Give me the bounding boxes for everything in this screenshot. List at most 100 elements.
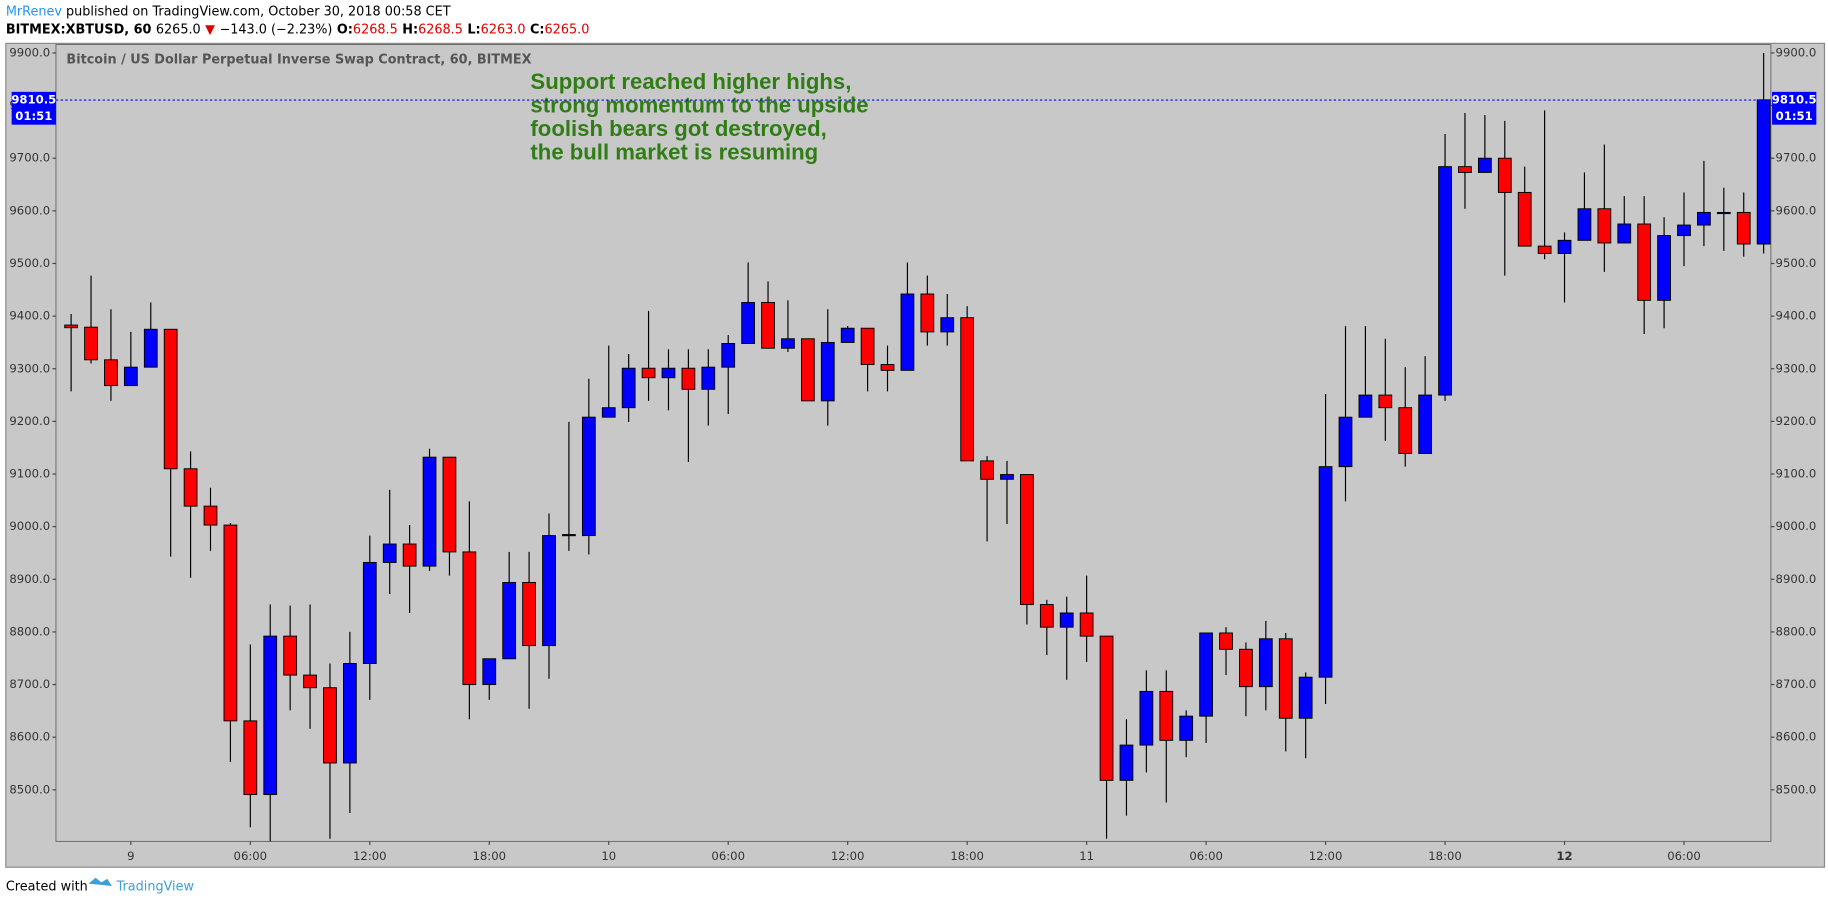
annotation-line: the bull market is resuming <box>530 139 818 164</box>
candle-body <box>1278 638 1293 719</box>
candle-body <box>1398 407 1413 454</box>
candle-body <box>960 317 975 462</box>
annotation-line: Support reached higher highs, <box>530 69 851 94</box>
candle-body <box>1438 166 1452 396</box>
y-tick-label: 9600.0 <box>1776 203 1817 217</box>
y-tick-label: 9200.0 <box>9 414 50 428</box>
x-tick-label: 12:00 <box>1309 849 1343 863</box>
candle-body <box>104 359 118 387</box>
candle-body <box>283 635 298 676</box>
candle-body <box>263 635 278 796</box>
candle-body <box>303 674 317 689</box>
candle-body <box>362 561 377 664</box>
candle-body <box>1537 245 1552 254</box>
candle-body <box>1677 224 1691 237</box>
candle-body <box>641 367 656 379</box>
author[interactable]: MrRenev <box>6 4 63 19</box>
candle-body <box>860 327 875 366</box>
y-tick-label: 8700.0 <box>9 677 50 691</box>
x-tick-label: 18:00 <box>472 849 506 863</box>
candle-body <box>123 366 138 387</box>
candle-body <box>800 338 815 402</box>
candle-body <box>900 293 915 371</box>
countdown-label: 01:51 <box>1776 109 1813 123</box>
candle-body <box>1020 474 1034 606</box>
footer-created: Created with <box>6 880 88 895</box>
candle-body <box>64 324 78 329</box>
candle-body <box>701 366 716 390</box>
y-tick-label: 9300.0 <box>1776 361 1817 375</box>
y-tick-label: 8600.0 <box>1776 730 1817 744</box>
candle-body <box>1497 157 1512 193</box>
y-tick-label: 9300.0 <box>9 361 50 375</box>
x-tick-label: 06:00 <box>711 849 745 863</box>
y-tick-label: 9500.0 <box>9 256 50 270</box>
last-price-label: 9810.5 <box>11 93 56 107</box>
candle-body <box>163 328 178 470</box>
candle-body <box>1059 612 1074 628</box>
o-label: O: <box>337 22 353 37</box>
candle-body <box>1617 223 1632 244</box>
y-tick-label: 9100.0 <box>1776 467 1817 481</box>
annotation-line: foolish bears got destroyed, <box>530 116 826 141</box>
candle-body <box>462 551 477 686</box>
candle-body <box>482 658 497 686</box>
candle-body <box>1756 99 1771 245</box>
candle-body <box>1039 604 1054 628</box>
candle-body <box>1258 638 1273 688</box>
candle-body <box>1219 632 1233 650</box>
y-tick-label: 8700.0 <box>1776 677 1817 691</box>
candle-body <box>143 328 158 368</box>
candle-body <box>422 456 437 567</box>
x-tick-label: 18:00 <box>1428 849 1462 863</box>
candle-body <box>243 720 258 796</box>
candle-body <box>880 364 895 371</box>
x-tick-label: 06:00 <box>1189 849 1223 863</box>
y-tick-label: 9100.0 <box>9 467 50 481</box>
y-tick-label: 8500.0 <box>1776 782 1817 796</box>
candle-body <box>661 367 676 379</box>
candle-body <box>1199 632 1213 717</box>
y-tick-label: 9200.0 <box>1776 414 1817 428</box>
candle-body <box>840 327 855 343</box>
published: published on TradingView.com, October 30… <box>66 4 451 19</box>
candle-body <box>1159 690 1174 741</box>
candle-body <box>1477 157 1492 173</box>
x-tick-label: 11 <box>1079 849 1094 863</box>
y-tick-label: 9900.0 <box>9 45 50 59</box>
candle-body <box>1079 612 1094 637</box>
annotation-line: strong momentum to the upside <box>530 92 868 117</box>
candle-body <box>1517 191 1532 247</box>
x-tick-label: 12:00 <box>353 849 387 863</box>
candle-body <box>1418 394 1433 454</box>
candle-body <box>1358 394 1373 418</box>
candle-body <box>1577 208 1592 241</box>
candle-body <box>183 468 198 507</box>
candle-body <box>940 317 955 333</box>
x-tick-label: 12:00 <box>831 849 865 863</box>
y-tick-label: 8800.0 <box>9 624 50 638</box>
candle-body <box>1318 466 1333 678</box>
l-label: L: <box>467 22 480 37</box>
candle-body <box>542 535 556 647</box>
y-tick-label: 9400.0 <box>9 309 50 323</box>
y-tick-label: 8900.0 <box>1776 572 1817 586</box>
candle-body <box>1179 715 1194 741</box>
candle-body <box>601 407 616 418</box>
footer-brand[interactable]: TradingView <box>116 880 194 895</box>
arrow: ▼ <box>205 22 215 37</box>
candle-body <box>203 505 218 526</box>
candle-body <box>741 301 756 344</box>
candle-body <box>502 581 517 660</box>
y-tick-label: 9400.0 <box>1776 309 1817 323</box>
price: 6265.0 <box>156 22 201 37</box>
y-tick-label: 8500.0 <box>9 782 50 796</box>
candle-body <box>1597 208 1612 244</box>
x-tick-label: 10 <box>601 849 616 863</box>
y-tick-label: 8900.0 <box>9 572 50 586</box>
candle-body <box>1099 635 1114 781</box>
symbol: BITMEX:XBTUSD, 60 <box>6 22 152 37</box>
y-tick-label: 9700.0 <box>9 151 50 165</box>
